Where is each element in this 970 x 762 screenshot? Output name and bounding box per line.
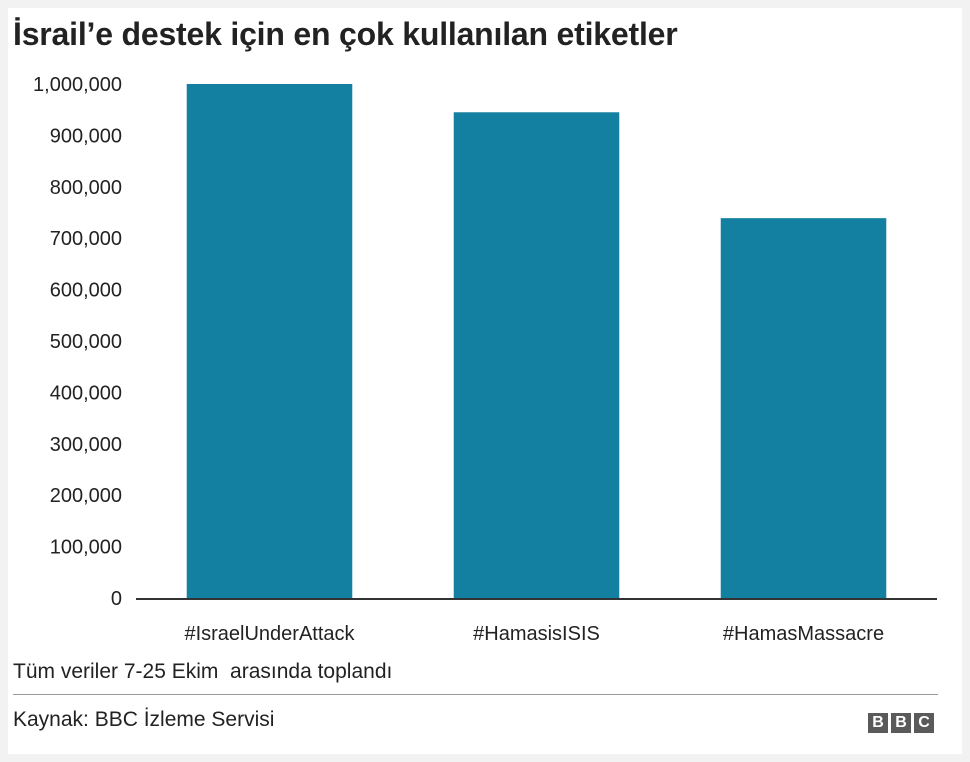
y-tick-label: 1,000,000 [33, 74, 122, 96]
bar [186, 84, 353, 598]
data-note: Tüm veriler 7-25 Ekim arasında toplandı [13, 660, 393, 683]
y-axis-ticks: 0 100,000 200,000 300,000 400,000 500,000 600,… [33, 74, 122, 610]
y-tick-label: 200,000 [50, 485, 122, 507]
y-tick-label: 600,000 [50, 280, 122, 302]
bbc-logo-letter: C [914, 713, 934, 733]
y-tick-label: 700,000 [50, 228, 122, 250]
y-tick-label: 500,000 [50, 331, 122, 353]
y-tick-label: 400,000 [50, 382, 122, 404]
bar-chart: 0 100,000 200,000 300,000 400,000 500,000 600,… [33, 74, 937, 645]
category-labels: #IsraelUnderAttack #HamasisISIS #HamasMass… [184, 623, 884, 645]
chart-title: İsrail’e destek için en çok kullanılan e… [13, 16, 678, 52]
x-category-label: #HamasisISIS [473, 623, 600, 645]
bar [453, 112, 620, 599]
footer-divider [13, 694, 938, 695]
bbc-logo-letter: B [891, 713, 911, 733]
x-category-label: #IsraelUnderAttack [184, 623, 355, 645]
bbc-logo-letter: B [868, 713, 888, 733]
y-tick-label: 900,000 [50, 125, 122, 147]
bar [720, 218, 887, 599]
source-credit: Kaynak: BBC İzleme Servisi [13, 708, 275, 731]
y-tick-label: 800,000 [50, 177, 122, 199]
bbc-logo: B B C [868, 713, 934, 733]
y-tick-label: 100,000 [50, 537, 122, 559]
bars [186, 84, 887, 599]
y-tick-label: 300,000 [50, 434, 122, 456]
x-category-label: #HamasMassacre [723, 623, 884, 645]
y-tick-label: 0 [111, 588, 122, 610]
